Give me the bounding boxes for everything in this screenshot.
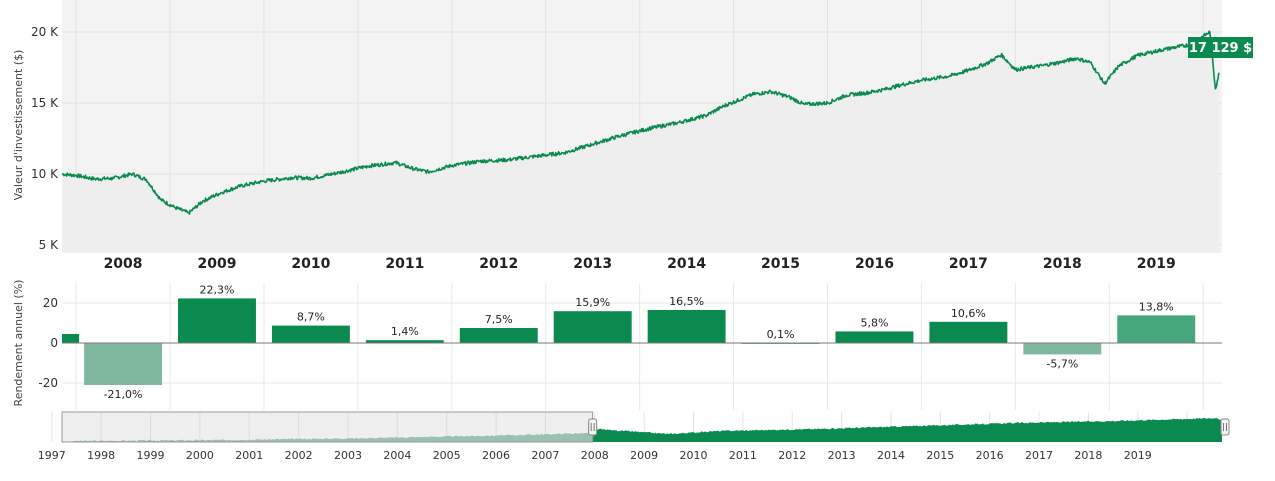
navigator-year-label: 2014 [877, 449, 905, 462]
return-data-label: 10,6% [951, 307, 986, 320]
value-year-label: 2017 [949, 256, 988, 272]
return-data-label: 13,8% [1139, 300, 1174, 313]
navigator-year-label: 2012 [778, 449, 806, 462]
value-y-tick: 10 K [31, 167, 59, 181]
return-data-label: 16,5% [669, 295, 704, 308]
navigator-year-label: 2005 [433, 449, 461, 462]
current-value-label: 17 129 $ [1189, 41, 1252, 56]
value-year-label: 2011 [385, 256, 424, 272]
return-data-label: 15,9% [575, 296, 610, 309]
return-data-label: -5,7% [1046, 357, 1078, 370]
navigator-year-label: 2015 [926, 449, 954, 462]
return-data-label: 5,8% [860, 316, 888, 329]
value-year-label: 2012 [479, 256, 518, 272]
value-year-label: 2016 [855, 256, 894, 272]
navigator-year-label: 2019 [1124, 449, 1152, 462]
value-year-label: 2008 [104, 256, 143, 272]
value-chart: 20 K 15 K 10 K 5 K Valeur d'investisseme… [12, 0, 1253, 272]
value-area-fill [62, 31, 1220, 254]
navigator-year-label: 2017 [1025, 449, 1053, 462]
return-data-label: 1,4% [391, 325, 419, 338]
value-year-label: 2018 [1043, 256, 1082, 272]
value-y-axis-label: Valeur d'investissement ($) [12, 50, 25, 201]
navigator-year-label: 2001 [235, 449, 263, 462]
navigator-unselected-mask [61, 411, 594, 443]
navigator-year-label: 1997 [38, 449, 66, 462]
value-year-label: 2019 [1137, 256, 1176, 272]
return-bar [271, 325, 350, 343]
return-bar [459, 328, 538, 343]
return-y-axis-label: Rendement annuel (%) [12, 280, 25, 407]
current-value-badge-bg [1188, 37, 1253, 58]
value-year-label: 2009 [197, 256, 236, 272]
return-bar [1023, 343, 1102, 355]
current-value-badge: 17 129 $ [1188, 37, 1253, 58]
value-year-label: 2013 [573, 256, 612, 272]
return-bar [929, 321, 1008, 343]
return-bars: -21,0% 22,3% 8,7% 1,4% 7,5% 15,9% 16,5% 0,1% 5,8… [62, 283, 1196, 401]
navigator-year-label: 1999 [137, 449, 165, 462]
return-bar [84, 343, 163, 385]
return-bar [647, 310, 726, 343]
return-y-tick: -20 [38, 376, 58, 390]
navigator-year-label: 2002 [285, 449, 313, 462]
navigator-year-label: 2006 [482, 449, 510, 462]
value-year-label: 2014 [667, 256, 706, 272]
return-data-label: -21,0% [104, 388, 143, 401]
navigator-year-labels: 1997 1998 1999 2000 2001 2002 2003 2004 2005 2006… [38, 449, 1152, 462]
value-year-label: 2010 [291, 256, 330, 272]
return-data-label: 8,7% [297, 311, 325, 324]
return-y-tick: 20 [43, 296, 58, 310]
navigator-area-selected [592, 417, 1222, 442]
navigator-year-label: 2000 [186, 449, 214, 462]
return-bar [1117, 315, 1196, 343]
value-y-tick: 20 K [31, 25, 59, 39]
navigator-right-handle[interactable] [1220, 418, 1230, 436]
return-bar [178, 298, 256, 343]
return-data-label: 0,1% [767, 328, 795, 341]
navigator-year-label: 2016 [976, 449, 1004, 462]
navigator-year-label: 2018 [1074, 449, 1102, 462]
navigator-year-label: 2008 [581, 449, 609, 462]
navigator-year-label: 2004 [383, 449, 411, 462]
value-line [61, 30, 1220, 215]
return-y-tick: 0 [50, 336, 58, 350]
value-area [62, 31, 1220, 254]
navigator-year-label: 2009 [630, 449, 658, 462]
value-y-tick: 5 K [39, 238, 59, 252]
value-year-label: 2015 [761, 256, 800, 272]
return-bar [835, 331, 914, 343]
return-bar [62, 334, 79, 343]
navigator-year-label: 1998 [87, 449, 115, 462]
value-year-labels: 2008 2009 2010 2011 2012 2013 2014 2015 2016 2017… [104, 256, 1176, 272]
navigator-handles[interactable] [588, 418, 1230, 436]
value-line-series [61, 30, 1220, 215]
return-data-label: 7,5% [485, 313, 513, 326]
return-bar [365, 340, 444, 343]
return-data-label: 22,3% [200, 283, 235, 296]
range-navigator[interactable]: 1997 1998 1999 2000 2001 2002 2003 2004 2005 2006… [38, 411, 1230, 462]
navigator-year-label: 2007 [531, 449, 559, 462]
navigator-mask [61, 411, 594, 443]
navigator-year-label: 2013 [828, 449, 856, 462]
return-bar [553, 311, 632, 343]
navigator-area [71, 417, 1222, 442]
navigator-left-handle[interactable] [588, 418, 598, 436]
navigator-year-label: 2003 [334, 449, 362, 462]
value-y-tick: 15 K [31, 96, 59, 110]
navigator-year-label: 2010 [680, 449, 708, 462]
navigator-year-label: 2011 [729, 449, 757, 462]
navigator-area-unselected [71, 430, 593, 442]
return-chart: -21,0% 22,3% 8,7% 1,4% 7,5% 15,9% 16,5% 0,1% 5,8… [12, 280, 1222, 410]
